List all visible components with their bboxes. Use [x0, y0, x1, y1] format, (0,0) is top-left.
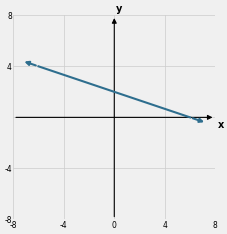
Text: y: y [116, 4, 122, 14]
Text: x: x [217, 120, 223, 130]
